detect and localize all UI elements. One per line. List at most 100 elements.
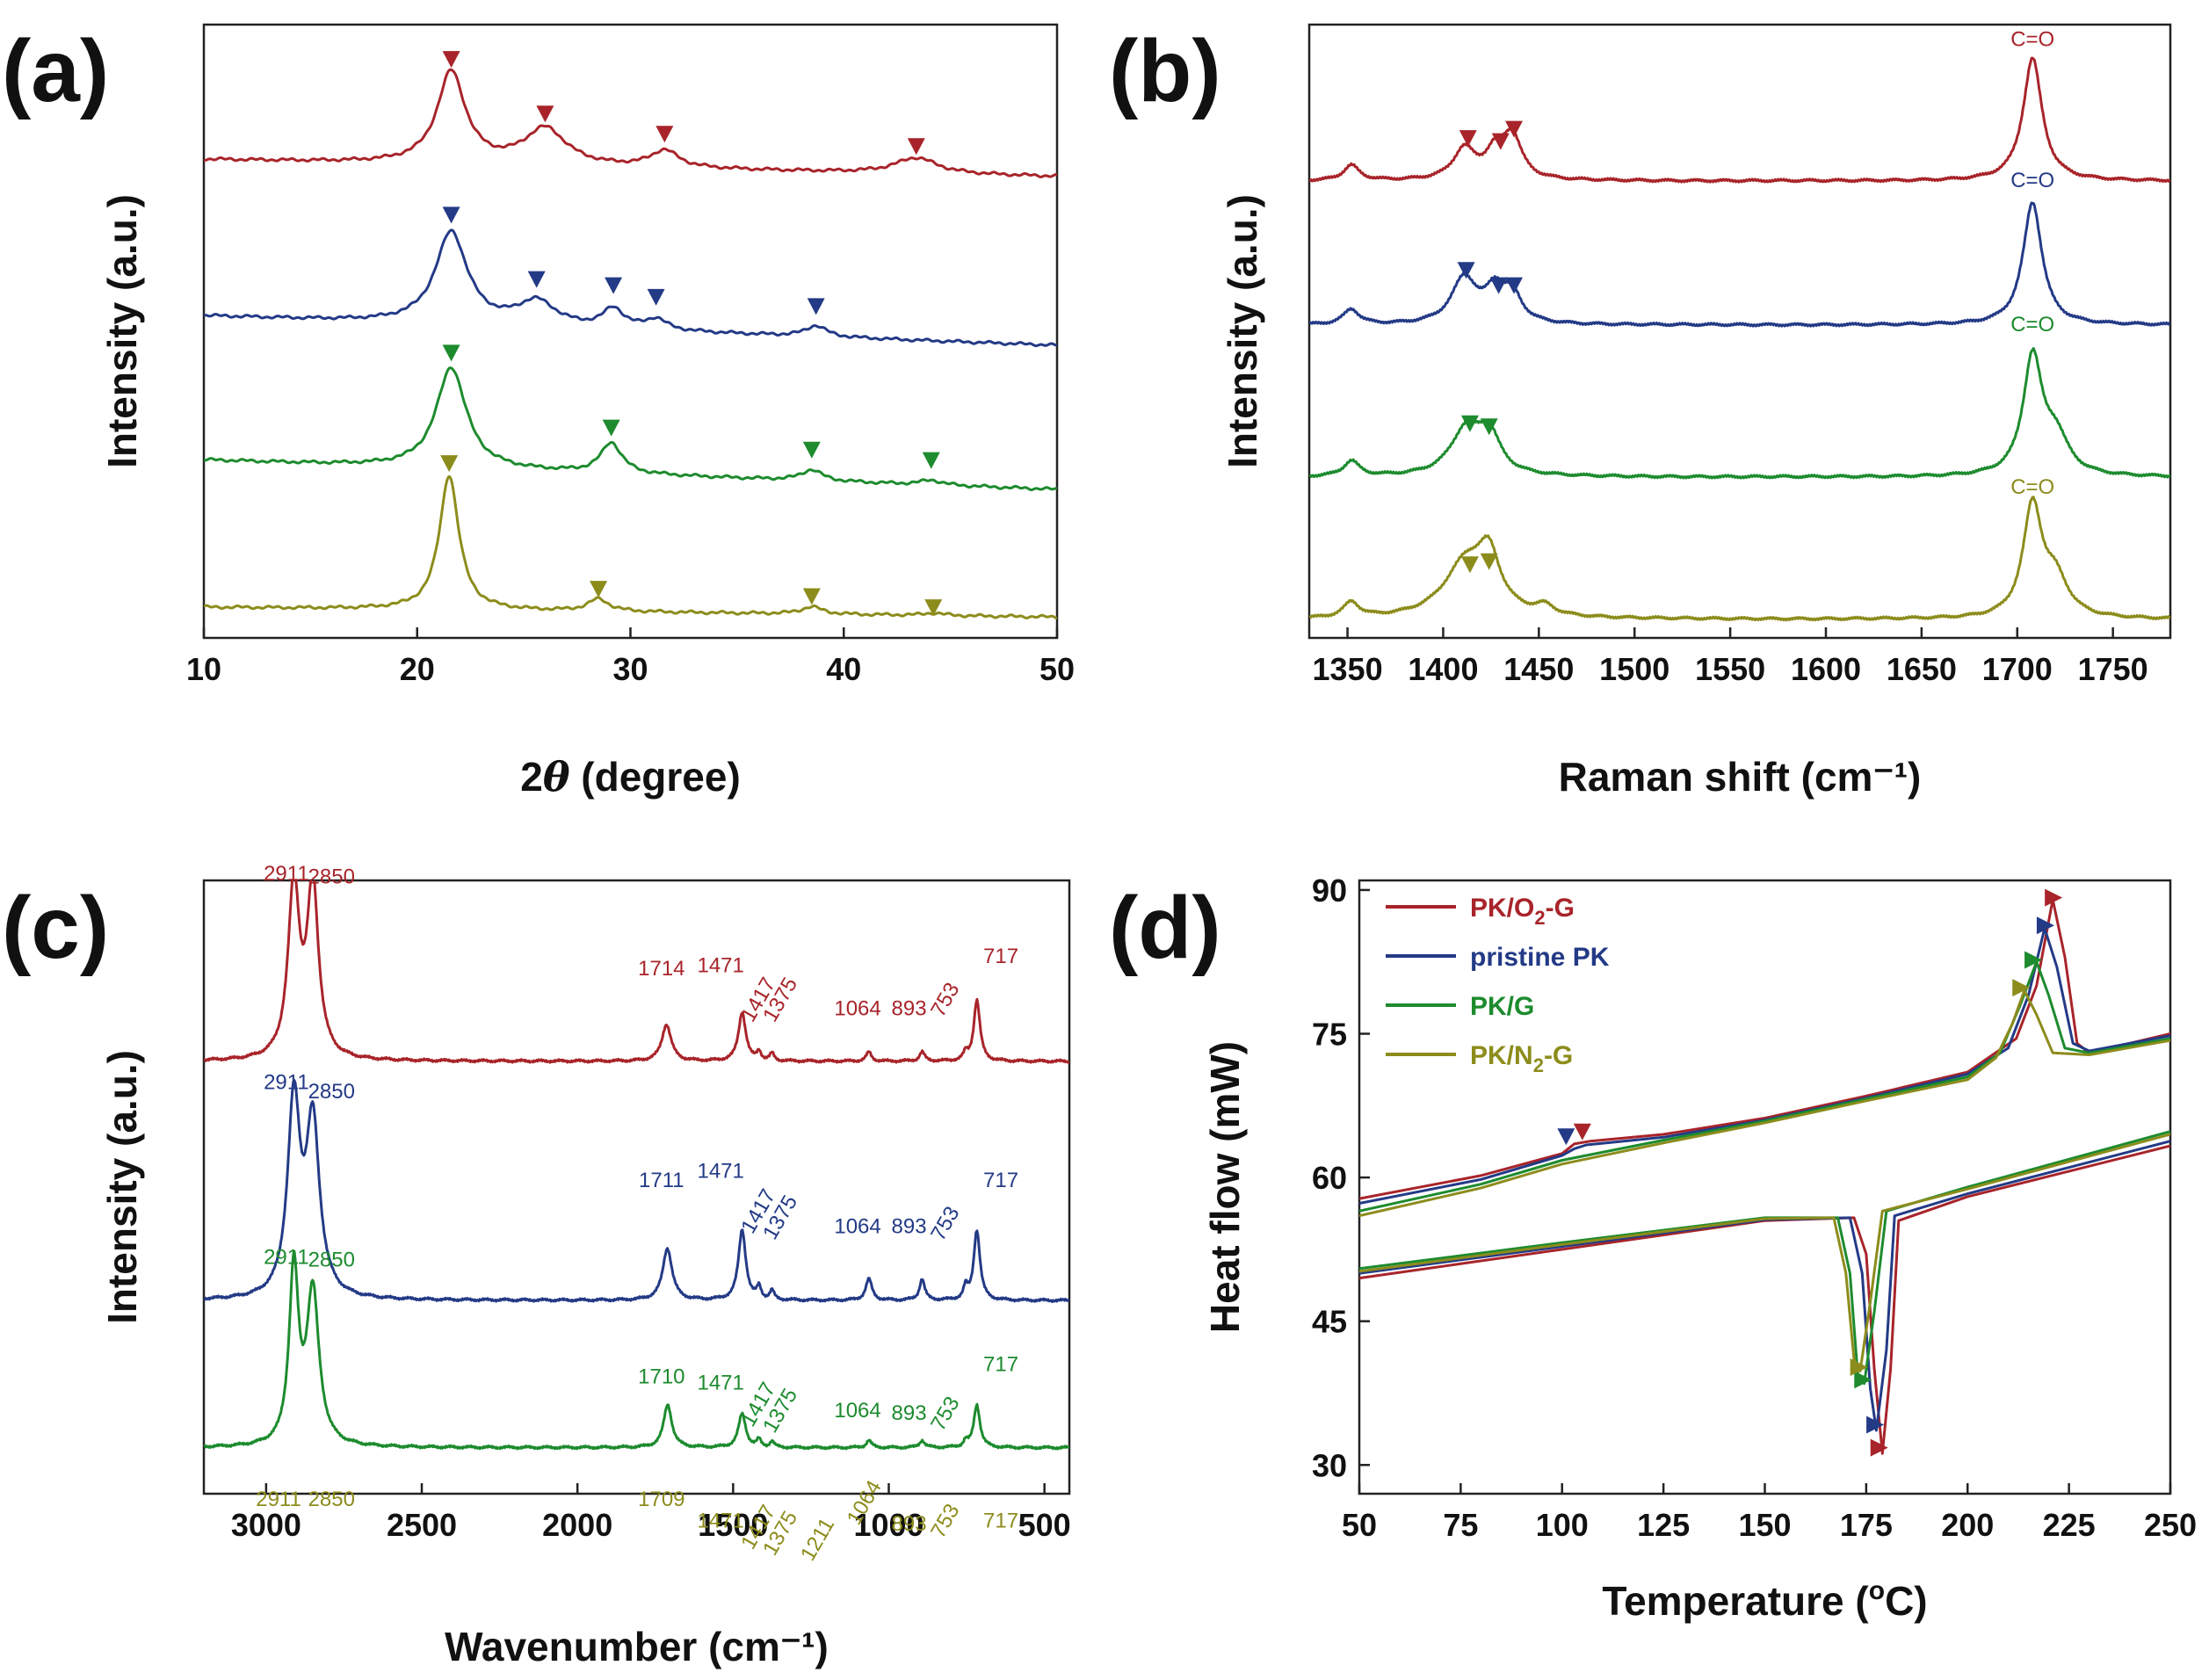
legend-label-main: PK/O — [1470, 894, 1534, 923]
series-line-pk-n2-g — [1309, 496, 2170, 622]
legend-label-sub: 2 — [1534, 907, 1545, 929]
peak-annotation: C=O — [2010, 475, 2054, 499]
peak-label: 893 — [892, 1401, 927, 1425]
series-line-pk-o2-g — [204, 880, 1069, 1064]
peak-marker — [1460, 415, 1479, 432]
y-tick-label: 45 — [1312, 1304, 1347, 1340]
x-tick-label: 1350 — [1313, 651, 1383, 687]
x-tick-label: 10 — [186, 651, 221, 687]
legend-label-main: PK/N — [1470, 1041, 1533, 1070]
x-tick-label: 1600 — [1791, 651, 1861, 687]
peak-marker — [2012, 979, 2031, 997]
x-tick-label: 50 — [1342, 1507, 1377, 1543]
legend-label: PK/O2-G — [1470, 894, 1575, 929]
peak-marker — [1573, 1123, 1591, 1141]
peak-marker — [536, 105, 554, 123]
panel-letter: (c) — [2, 879, 109, 977]
x-axis-title: Wavenumber (cm⁻¹) — [445, 1624, 829, 1669]
y-tick-label: 90 — [1312, 873, 1347, 909]
peak-label: 1714 — [638, 957, 684, 981]
series-line-pk-o2-g — [1309, 56, 2170, 184]
peak-label: 893 — [892, 1214, 927, 1238]
peak-marker — [1480, 553, 1498, 570]
legend-label-tail: -G — [1544, 1041, 1573, 1070]
peak-label: 2911 — [256, 1488, 301, 1511]
series-line-pk-g — [204, 1249, 1069, 1451]
heating-curve-pk-g — [1359, 960, 2170, 1213]
heating-curve-pk-o2-g — [1359, 898, 2170, 1200]
x-tick-label: 175 — [1840, 1507, 1893, 1543]
x-tick-label: 1000 — [853, 1507, 923, 1543]
peak-marker — [2045, 888, 2063, 907]
series-line-pk-o2-g — [204, 68, 1057, 178]
panel-letter: (a) — [2, 22, 109, 120]
peak-label: 717 — [983, 1169, 1018, 1192]
peak-label: 1064 — [834, 1399, 880, 1423]
x-axis-title: 2θ (degree) — [520, 753, 741, 800]
peak-annotation: C=O — [2010, 313, 2054, 337]
traces — [1309, 56, 2170, 622]
y-tick-label: 60 — [1312, 1160, 1347, 1196]
peak-marker — [907, 138, 925, 156]
peak-marker — [1870, 1438, 1888, 1457]
y-tick-label: 30 — [1312, 1447, 1347, 1483]
x-tick-label: 225 — [2043, 1507, 2096, 1543]
peak-label: 1064 — [834, 1214, 880, 1238]
peak-label: 893 — [892, 997, 927, 1021]
peak-marker — [1557, 1128, 1575, 1146]
peak-label: 753 — [926, 979, 964, 1021]
x-tick-label: 75 — [1443, 1507, 1478, 1543]
x-tick-label: 1400 — [1408, 651, 1478, 687]
peak-label: 1471 — [697, 1509, 743, 1532]
legend-label: PK/G — [1470, 992, 1534, 1021]
peak-marker — [1489, 277, 1508, 294]
peak-label: 2850 — [308, 1249, 355, 1272]
peak-annotation: C=O — [2010, 169, 2054, 192]
panel-letter: (b) — [1109, 22, 1221, 120]
legend-label-main: pristine PK — [1470, 943, 1610, 972]
series-line-pristine-pk — [1309, 201, 2170, 328]
x-tick-label: 1750 — [2078, 651, 2148, 687]
x-tick-label: 1500 — [698, 1507, 768, 1543]
x-axis-title-part: (degree) — [570, 754, 741, 800]
peak-label: 1471 — [697, 1371, 743, 1394]
x-axis-title-part: 2 — [520, 754, 543, 800]
x-axis-title-symbol: θ — [543, 753, 570, 800]
series-line-pristine-pk — [204, 1079, 1069, 1303]
plot-frame — [1307, 23, 2172, 640]
panel-d: (d) 50 75 100 125 150 175 200 225 250 30 45 60 75 90 He… — [1109, 873, 2197, 1624]
y-axis-title: Intensity (a.u.) — [99, 194, 145, 468]
plot-frame — [202, 879, 1071, 1495]
heating-curve-pristine-pk — [1359, 927, 2170, 1205]
peak-label: 1709 — [638, 1488, 684, 1511]
x-axis-title-superscript: o — [1869, 1576, 1885, 1605]
x-tick-label: 1550 — [1695, 651, 1765, 687]
peak-label: 1710 — [638, 1365, 684, 1388]
traces — [1359, 898, 2170, 1455]
peak-marker — [602, 419, 620, 437]
peak-marker — [442, 206, 460, 224]
legend-label-main: PK/G — [1470, 992, 1534, 1021]
peak-label: 893 — [892, 1512, 927, 1536]
peak-label: 2911 — [264, 1245, 309, 1269]
peak-marker — [647, 288, 665, 306]
peak-label: 2911 — [264, 1070, 309, 1094]
y-tick-label: 75 — [1312, 1017, 1347, 1053]
x-tick-label: 500 — [1018, 1507, 1071, 1543]
cooling-curve-pk-n2-g — [1359, 1133, 2170, 1372]
peak-marker — [1866, 1416, 1885, 1434]
panel-letter: (d) — [1109, 879, 1221, 977]
peak-marker — [1457, 262, 1475, 279]
peak-label: 2850 — [308, 1488, 355, 1511]
x-tick-label: 1650 — [1887, 651, 1957, 687]
panel-a: (a) 10 20 30 40 50 Intensity (a.u.) 2θ (degree) — [2, 22, 1075, 800]
x-tick-label: 1500 — [1599, 651, 1669, 687]
peak-marker — [922, 452, 940, 469]
x-tick-label: 200 — [1941, 1507, 1994, 1543]
traces — [204, 880, 1069, 1451]
peak-label: 717 — [983, 1509, 1018, 1532]
panel-c: (c) 3000 2500 2000 1500 1000 500 Intensity (a.u… — [2, 862, 1071, 1669]
x-tick-label: 125 — [1637, 1507, 1690, 1543]
peak-marker — [802, 441, 821, 459]
peak-marker — [1491, 133, 1510, 150]
